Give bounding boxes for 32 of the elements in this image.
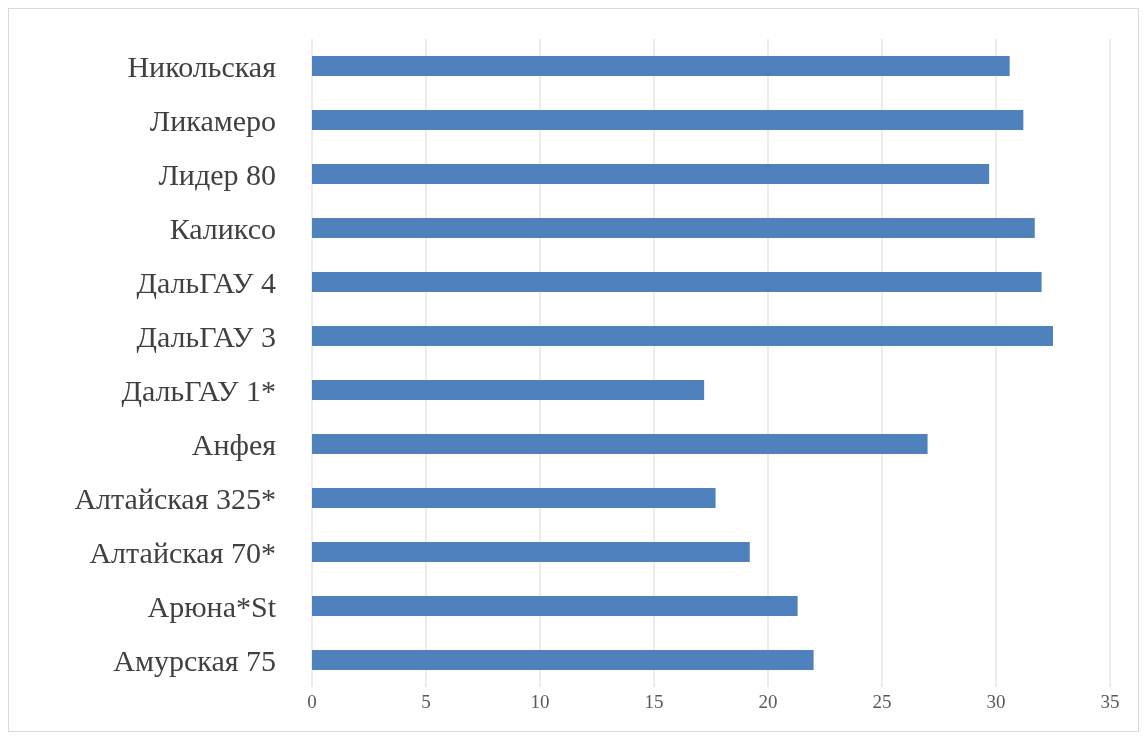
x-tick-label: 20: [758, 691, 778, 713]
y-tick-label: ДальГАУ 1*: [121, 373, 276, 407]
bar: [312, 380, 705, 400]
bar: [312, 272, 1042, 292]
bar: [312, 164, 990, 184]
y-tick-label: ДальГАУ 4: [136, 265, 276, 299]
x-tick-label: 35: [1100, 691, 1120, 713]
y-tick-label: Ликамеро: [149, 103, 276, 137]
y-tick-label: Алтайская 325*: [74, 481, 276, 515]
y-tick-label: Амурская 75: [113, 643, 276, 677]
bar: [312, 488, 716, 508]
x-tick-label: 0: [307, 691, 317, 713]
x-tick-label: 10: [530, 691, 550, 713]
bar: [312, 596, 798, 616]
bar: [312, 56, 1010, 76]
bar: [312, 110, 1024, 130]
y-tick-label: ДальГАУ 3: [136, 319, 276, 353]
y-tick-label: Алтайская 70*: [89, 535, 276, 569]
y-tick-label: Арюна*St: [147, 589, 277, 623]
y-tick-label: Анфея: [191, 427, 277, 461]
y-tick-label: Лидер 80: [158, 157, 276, 191]
bar: [312, 218, 1035, 238]
x-tick-label: 30: [986, 691, 1006, 713]
bar: [312, 650, 814, 670]
bar: [312, 434, 928, 454]
x-tick-label: 15: [644, 691, 664, 713]
x-tick-label: 25: [872, 691, 892, 713]
y-tick-label: Каликсо: [169, 211, 276, 245]
x-tick-label: 5: [421, 691, 431, 713]
bar: [312, 326, 1053, 346]
bar: [312, 542, 750, 562]
y-tick-label: Никольская: [127, 49, 277, 83]
